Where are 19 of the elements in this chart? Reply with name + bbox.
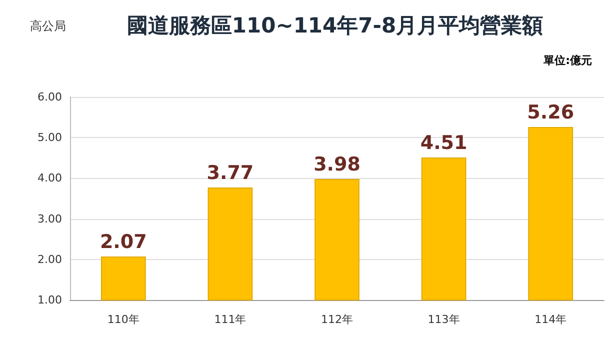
x-tick-label: 114年 <box>534 313 567 326</box>
y-tick-label: 5.00 <box>38 131 62 144</box>
y-tick-label: 2.00 <box>38 252 62 266</box>
x-tick-label: 111年 <box>214 313 246 326</box>
data-label: 2.07 <box>100 231 147 254</box>
y-tick-label: 3.00 <box>38 212 62 226</box>
data-label: 5.26 <box>527 102 574 124</box>
text: 高公局 <box>30 19 66 33</box>
x-tick-label: 110年 <box>107 313 140 326</box>
y-tick-label: 1.00 <box>38 294 62 306</box>
x-tick-label: 112年 <box>321 313 353 326</box>
y-tick-label: 4.00 <box>38 172 62 185</box>
data-label: 4.51 <box>420 132 468 154</box>
data-label: 3.77 <box>206 162 254 184</box>
text: 單位:億元 <box>542 54 592 67</box>
chart-title: 國道服務區110~114年7-8月月平均營業額 <box>126 14 544 38</box>
y-tick-label: 6.00 <box>38 90 62 104</box>
data-label: 3.98 <box>314 154 360 176</box>
x-tick-label: 113年 <box>428 313 460 326</box>
